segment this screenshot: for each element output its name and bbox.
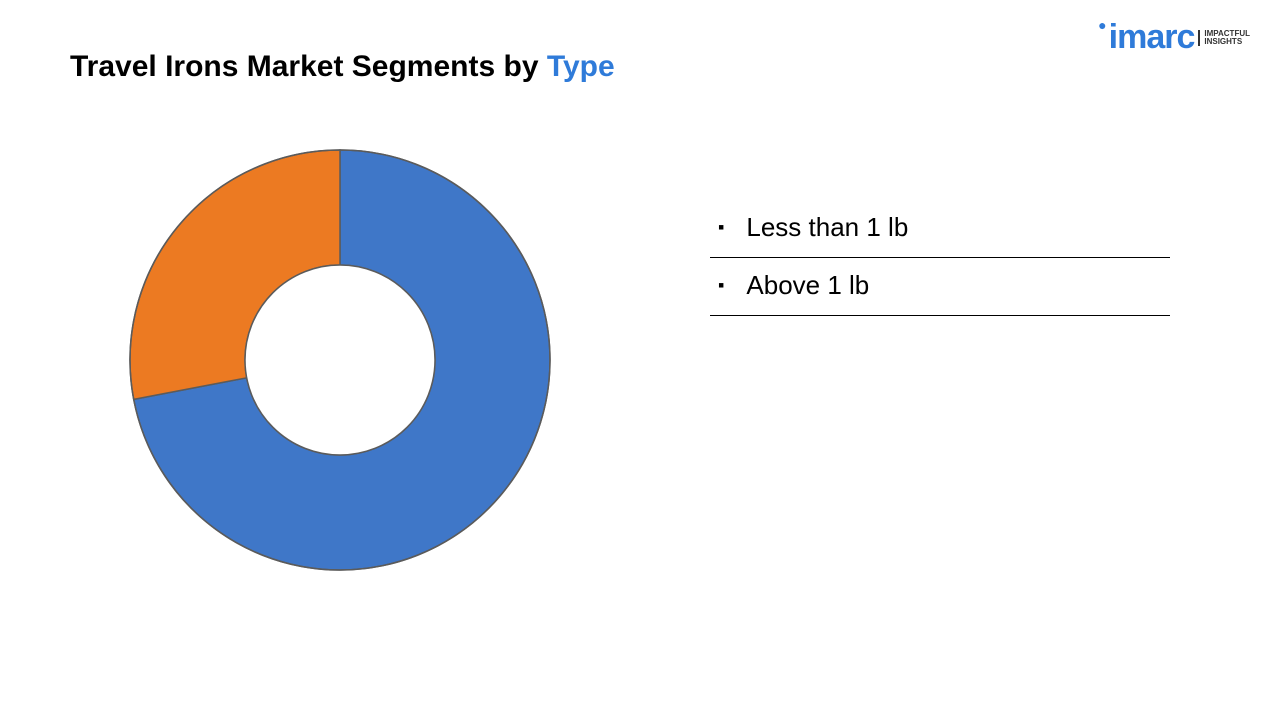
legend-label: Less than 1 lb [746, 212, 908, 243]
bullet-icon: ▪ [718, 275, 724, 296]
title-prefix: Travel Irons Market Segments by [70, 50, 547, 83]
title-accent: Type [547, 50, 615, 83]
chart-legend: ▪ Less than 1 lb ▪ Above 1 lb [710, 200, 1170, 316]
legend-label: Above 1 lb [746, 270, 869, 301]
logo-tagline: IMPACTFUL INSIGHTS [1198, 30, 1250, 46]
chart-title: Travel Irons Market Segments by Type [70, 50, 615, 84]
legend-item: ▪ Less than 1 lb [710, 200, 1170, 258]
logo-text: ●imarc [1101, 18, 1194, 57]
legend-item: ▪ Above 1 lb [710, 258, 1170, 316]
brand-logo: ●imarc IMPACTFUL INSIGHTS [1101, 18, 1250, 57]
donut-chart [120, 140, 560, 580]
bullet-icon: ▪ [718, 217, 724, 238]
